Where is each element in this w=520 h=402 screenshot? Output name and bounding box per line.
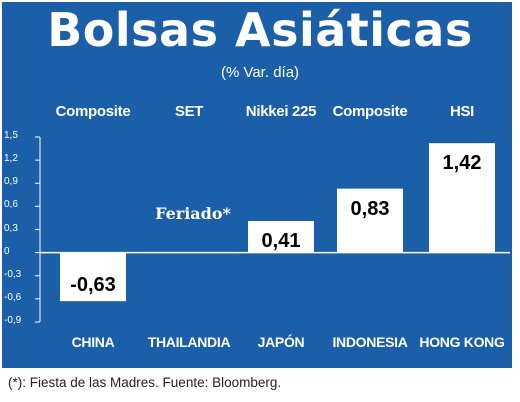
index-name-label: Composite <box>55 103 131 120</box>
holiday-annotation: Feriado* <box>155 204 231 223</box>
y-tick-label: -0,3 <box>4 268 22 280</box>
category-label: JAPÓN <box>257 334 305 350</box>
y-tick-label: 0,6 <box>4 199 18 211</box>
index-name-label: Nikkei 225 <box>245 103 317 120</box>
category-label: HONG KONG <box>419 334 505 350</box>
y-tick-label: 1,2 <box>4 153 18 165</box>
chart-panel <box>2 2 512 368</box>
bar-value-label: 1,42 <box>442 152 482 175</box>
bar-value-label: 0,41 <box>261 230 301 253</box>
bar <box>429 143 495 253</box>
y-tick-label: -0,6 <box>4 291 22 303</box>
category-label: THAILANDIA <box>147 334 231 350</box>
bar <box>337 188 403 253</box>
bar-value-label: 0,83 <box>350 197 390 220</box>
y-tick-label: -0,9 <box>4 315 22 326</box>
y-tick-label: 0,3 <box>4 222 18 234</box>
y-tick-label: 0 <box>4 245 10 257</box>
y-tick-label: 0,9 <box>4 176 18 188</box>
category-label: INDONESIA <box>332 334 408 350</box>
bar <box>60 252 126 302</box>
index-name-label: HSI <box>449 103 475 120</box>
bar <box>248 221 314 253</box>
y-tick-label: 1,5 <box>4 130 18 141</box>
bar-value-label: -0,63 <box>70 274 116 297</box>
index-name-label: SET <box>174 103 204 120</box>
source-footnote: (*): Fiesta de las Madres. Fuente: Bloom… <box>8 375 282 390</box>
category-label: CHINA <box>71 334 115 350</box>
chart-subtitle: (% Var. día) <box>220 64 300 81</box>
index-name-label: Composite <box>332 103 408 120</box>
chart-title: Bolsas Asiáticas <box>47 3 473 57</box>
